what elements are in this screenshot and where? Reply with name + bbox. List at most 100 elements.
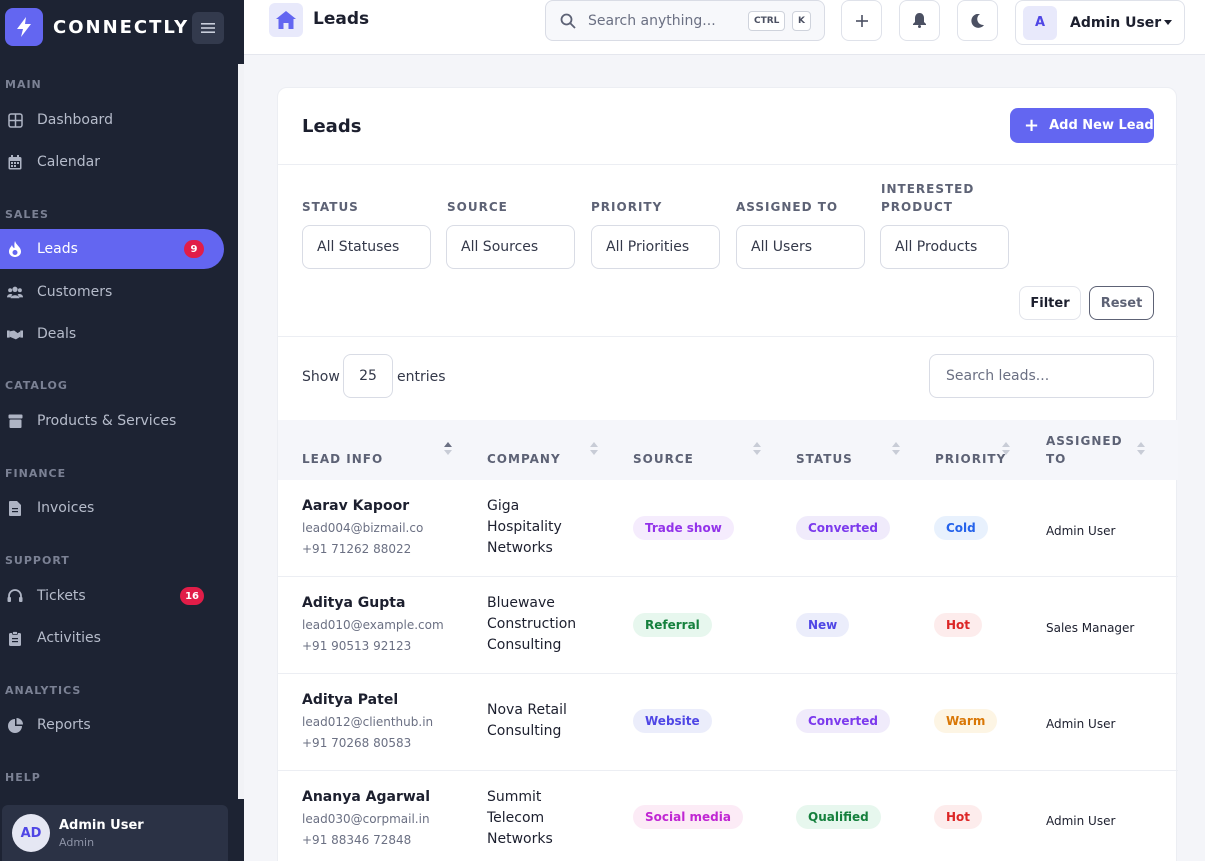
- brand[interactable]: CONNECTLY: [5, 8, 189, 46]
- company-line: Consulting: [487, 723, 562, 739]
- lead-company: Summit Telecom Networks: [487, 787, 607, 850]
- headset-icon: [7, 588, 23, 604]
- company-line: Construction: [487, 616, 577, 632]
- box-icon: [7, 413, 23, 429]
- avatar: A: [1023, 5, 1057, 40]
- company-line: Networks: [487, 540, 553, 556]
- lead-email: lead004@bizmail.co: [302, 521, 424, 535]
- company-line: Telecom: [487, 810, 545, 826]
- th-assigned-line1: ASSIGNED: [1046, 434, 1123, 448]
- sort-icon[interactable]: [892, 442, 900, 456]
- lead-phone: +91 71262 88022: [302, 542, 412, 556]
- filter-priority-select[interactable]: All Priorities: [591, 225, 720, 269]
- chevron-down-icon: [1164, 20, 1172, 25]
- sidebar-item-customers[interactable]: Customers: [0, 272, 224, 312]
- section-help: HELP: [5, 771, 41, 784]
- table-header: LEAD INFO COMPANY SOURCE STATUS PRIORITY…: [278, 420, 1178, 480]
- quick-add-button[interactable]: [841, 0, 882, 41]
- entries-label: entries: [397, 369, 446, 385]
- search-icon: [560, 13, 576, 29]
- sidebar-item-products[interactable]: Products & Services: [0, 401, 224, 441]
- th-source[interactable]: SOURCE: [633, 452, 694, 466]
- th-company[interactable]: COMPANY: [487, 452, 561, 466]
- bell-icon: [913, 13, 926, 28]
- clipboard-icon: [7, 630, 23, 646]
- sidebar-item-reports[interactable]: Reports: [0, 705, 224, 745]
- plus-icon: +: [1024, 114, 1040, 136]
- lead-name[interactable]: Aditya Patel: [302, 692, 399, 708]
- sidebar-scrollbar[interactable]: [238, 64, 244, 799]
- lead-email: lead030@corpmail.in: [302, 812, 430, 826]
- sidebar-item-label: Deals: [37, 326, 77, 342]
- entries-select[interactable]: 25: [343, 354, 393, 398]
- filter-assigned-select[interactable]: All Users: [736, 225, 865, 269]
- sidebar-user-profile[interactable]: AD Admin User Admin: [2, 805, 228, 861]
- handshake-icon: [7, 326, 23, 342]
- status-badge: New: [796, 613, 850, 637]
- table-row[interactable]: Aditya Gupta lead010@example.com +91 905…: [278, 577, 1178, 674]
- search-leads-input[interactable]: Search leads...: [929, 354, 1154, 398]
- table-row[interactable]: Aditya Patel lead012@clienthub.in +91 70…: [278, 674, 1178, 771]
- lead-assigned-to: Admin User: [1046, 717, 1116, 731]
- sidebar-item-deals[interactable]: Deals: [0, 314, 224, 354]
- filter-product-label-line1: INTERESTED: [881, 182, 975, 196]
- sort-icon[interactable]: [1002, 442, 1010, 456]
- lead-name[interactable]: Ananya Agarwal: [302, 789, 431, 805]
- lead-phone: +91 88346 72848: [302, 833, 412, 847]
- th-priority[interactable]: PRIORITY: [935, 452, 1007, 466]
- lead-company: Bluewave Construction Consulting: [487, 593, 607, 656]
- table-row[interactable]: Ananya Agarwal lead030@corpmail.in +91 8…: [278, 771, 1178, 861]
- sidebar-item-calendar[interactable]: Calendar: [0, 142, 224, 182]
- table-row[interactable]: Aarav Kapoor lead004@bizmail.co +91 7126…: [278, 480, 1178, 577]
- sort-icon[interactable]: [1137, 442, 1145, 456]
- th-assigned-to[interactable]: ASSIGNED TO: [1046, 432, 1123, 468]
- lead-assigned-to: Sales Manager: [1046, 621, 1135, 635]
- sort-icon[interactable]: [444, 442, 452, 456]
- filter-product-select[interactable]: All Products: [880, 225, 1009, 269]
- filter-button[interactable]: Filter: [1019, 286, 1081, 320]
- filter-priority-label: PRIORITY: [591, 200, 663, 214]
- th-lead-info[interactable]: LEAD INFO: [302, 452, 384, 466]
- global-search-input[interactable]: Search anything... CTRL K: [545, 0, 825, 41]
- card-title: Leads: [302, 116, 362, 137]
- reset-button[interactable]: Reset: [1089, 286, 1154, 320]
- sort-icon[interactable]: [753, 442, 761, 456]
- lead-company: Giga Hospitality Networks: [487, 496, 607, 559]
- filter-product-label: INTERESTED PRODUCT: [881, 180, 974, 216]
- sidebar-item-invoices[interactable]: Invoices: [0, 488, 224, 528]
- source-badge: Social media: [633, 805, 743, 829]
- theme-toggle-button[interactable]: [957, 0, 998, 41]
- sidebar-item-activities[interactable]: Activities: [0, 618, 224, 658]
- sidebar-toggle-button[interactable]: [192, 12, 224, 44]
- lead-assigned-to: Admin User: [1046, 524, 1116, 538]
- sidebar-item-dashboard[interactable]: Dashboard: [0, 100, 224, 140]
- user-menu-button[interactable]: A Admin User: [1015, 0, 1185, 45]
- sidebar-item-label: Tickets: [37, 588, 86, 604]
- add-new-lead-button[interactable]: + Add New Lead: [1010, 108, 1154, 143]
- kbd-k: K: [792, 11, 811, 31]
- th-status[interactable]: STATUS: [796, 452, 853, 466]
- fire-icon: [7, 241, 23, 257]
- user-name: Admin User: [1070, 14, 1162, 31]
- section-support: SUPPORT: [5, 554, 70, 567]
- filter-status-label: STATUS: [302, 200, 359, 214]
- lead-name[interactable]: Aarav Kapoor: [302, 498, 410, 514]
- th-assigned-line2: TO: [1046, 452, 1067, 466]
- topbar: Leads Search anything... CTRL K A Admin …: [244, 0, 1205, 55]
- sidebar-item-tickets[interactable]: Tickets 16: [0, 576, 224, 616]
- grid-icon: [7, 112, 23, 128]
- sidebar-item-label: Customers: [37, 284, 113, 300]
- home-icon[interactable]: [269, 3, 303, 37]
- sort-icon[interactable]: [590, 442, 598, 456]
- priority-badge: Hot: [934, 805, 983, 829]
- add-new-lead-label: Add New Lead: [1049, 118, 1154, 133]
- lead-name[interactable]: Aditya Gupta: [302, 595, 406, 611]
- sidebar-item-label: Leads: [37, 241, 78, 257]
- users-icon: [7, 284, 23, 300]
- sidebar-item-leads[interactable]: Leads 9: [0, 229, 224, 269]
- filter-status-select[interactable]: All Statuses: [302, 225, 431, 269]
- kbd-ctrl: CTRL: [748, 11, 786, 31]
- filter-source-select[interactable]: All Sources: [446, 225, 575, 269]
- source-badge: Trade show: [633, 516, 734, 540]
- notifications-button[interactable]: [899, 0, 940, 41]
